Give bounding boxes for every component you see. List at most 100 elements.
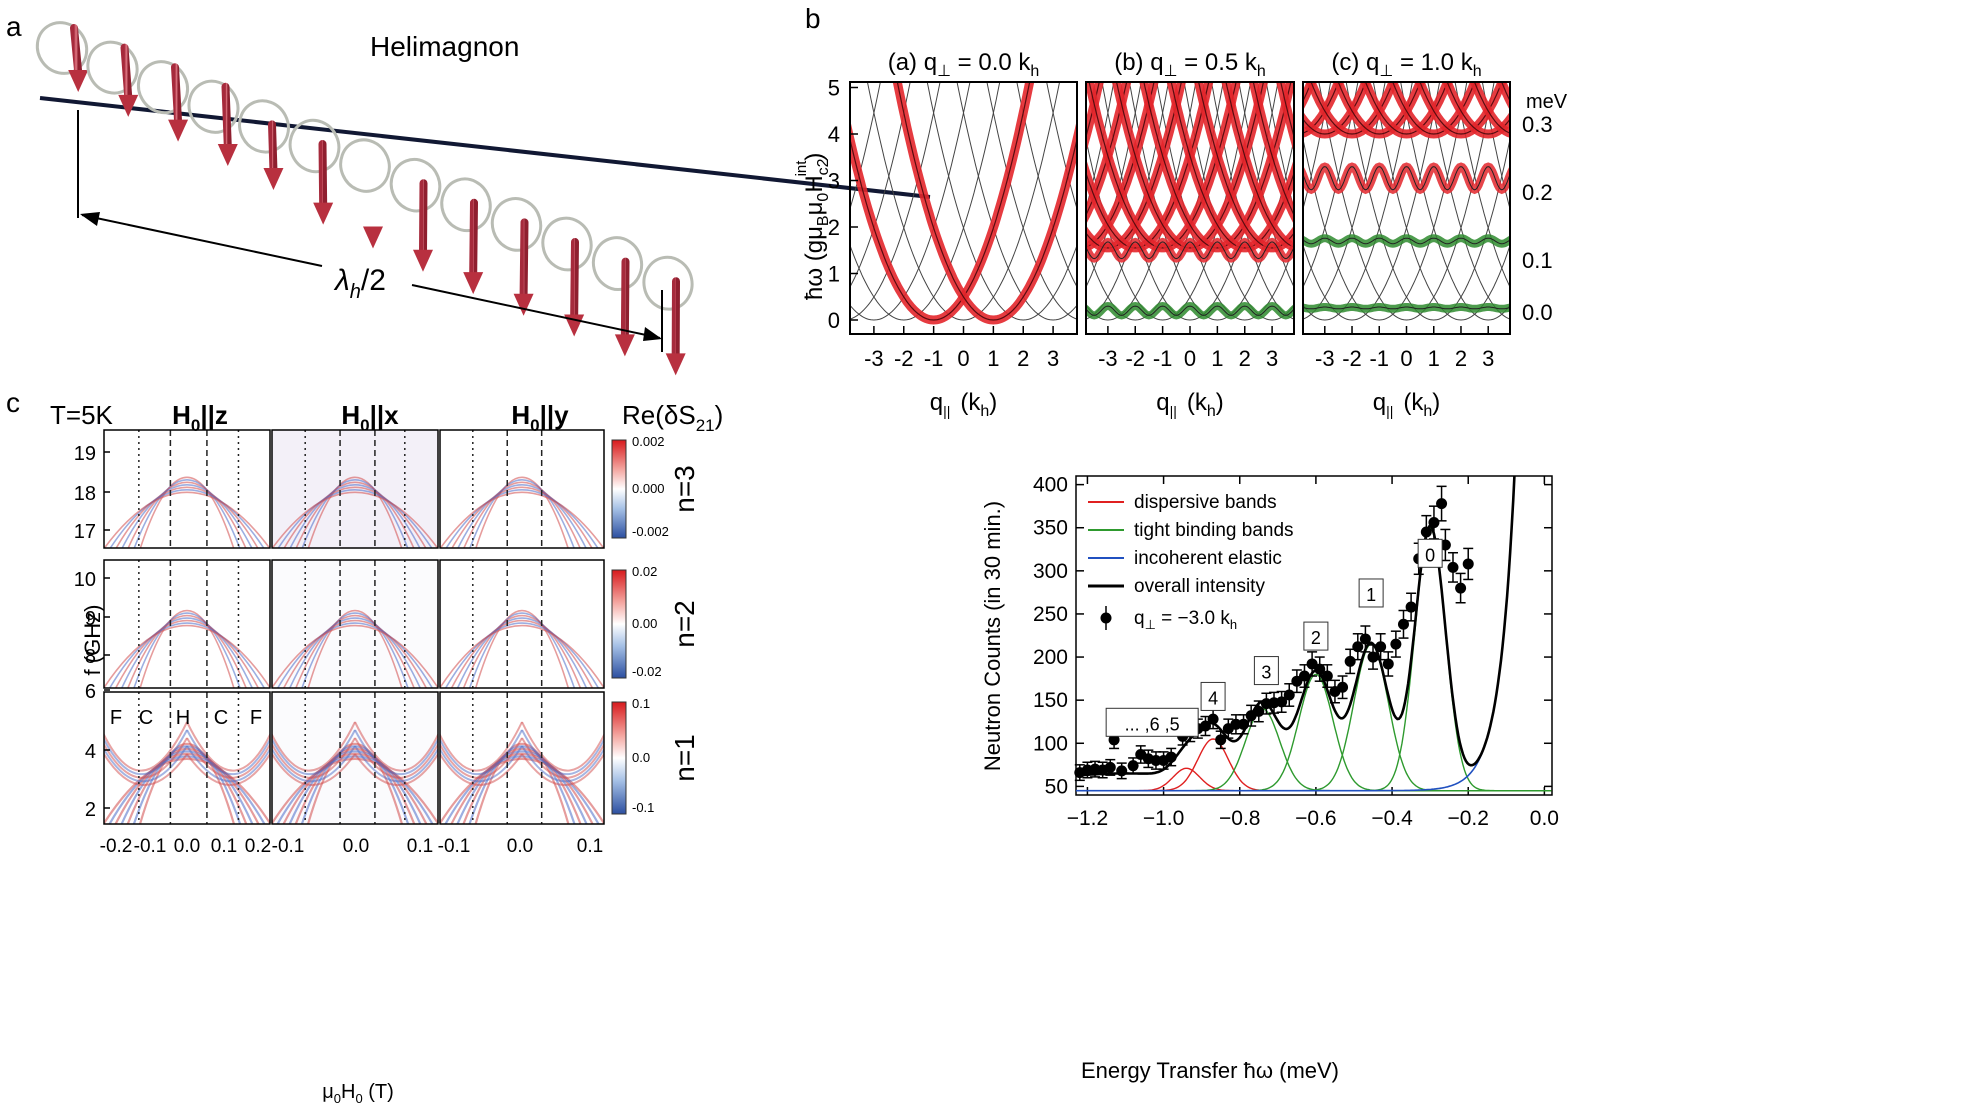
x-tick-label: 0.0 xyxy=(1530,807,1559,830)
data-point xyxy=(1352,641,1364,653)
heatmap-cell xyxy=(439,429,605,549)
red-band-core xyxy=(1310,82,1394,135)
phase-label: C xyxy=(139,707,153,729)
col23-x-tick: -0.1 xyxy=(272,836,305,857)
data-point xyxy=(1298,670,1310,682)
spin-shaft xyxy=(469,198,478,279)
col-main: H xyxy=(172,400,191,430)
helix-axis xyxy=(39,96,931,199)
xl-sub: || xyxy=(1386,403,1393,419)
peak-label: 2 xyxy=(1311,628,1321,648)
heatmap-cell xyxy=(439,559,605,689)
column-title: H0||y xyxy=(511,400,569,435)
data-point xyxy=(1207,713,1219,725)
thin-band xyxy=(1101,82,1279,321)
colorbar-tick: 0.00 xyxy=(632,616,657,631)
title-tail: = 0.5 k xyxy=(1178,49,1258,76)
heatmap-arch xyxy=(457,484,587,548)
heatmap-arch xyxy=(450,620,594,688)
heatmap-arch xyxy=(272,491,438,548)
spin-ring xyxy=(642,255,694,311)
spin-head xyxy=(412,249,433,272)
heatmap-arch xyxy=(272,625,438,688)
heatmap-lines xyxy=(440,721,604,824)
thin-band xyxy=(1303,82,1359,288)
red-band xyxy=(1298,0,1516,42)
heatmap-bg xyxy=(272,560,438,688)
peak-label: 1 xyxy=(1366,585,1376,605)
heatmap-lines xyxy=(272,430,438,548)
data-point xyxy=(1276,696,1288,708)
wavelength-arrow-left xyxy=(81,214,323,267)
colorbar-tick: -0.1 xyxy=(632,800,654,815)
chart-curves xyxy=(1076,476,1552,792)
data-point xyxy=(1127,760,1139,772)
legend-points-label: q⊥ = −3.0 kh xyxy=(1134,608,1237,632)
x-tick-label: -2 xyxy=(1125,346,1145,371)
title-k: h xyxy=(1030,63,1039,80)
subpanel-x-label: q|| (kh) xyxy=(930,389,998,420)
heatmap-arch xyxy=(456,617,588,688)
x-tick-label: -1 xyxy=(924,346,944,371)
legend-label: tight binding bands xyxy=(1134,520,1294,541)
heatmap-arch xyxy=(104,491,270,548)
right-tick-label: 0.3 xyxy=(1522,112,1553,137)
panel-c-x-label: μ0H0 (T) xyxy=(322,1081,394,1106)
data-point xyxy=(1215,734,1227,746)
red-band xyxy=(892,82,1077,325)
bands xyxy=(1086,82,1294,321)
heatmap-frame xyxy=(439,691,605,825)
heatmap-arch xyxy=(272,757,438,824)
heatmap-arch xyxy=(127,615,247,688)
heatmap-arch xyxy=(114,620,260,688)
title-main: (c) q xyxy=(1331,49,1379,76)
spin-ring xyxy=(541,216,593,272)
right-tick-label: 0.0 xyxy=(1522,300,1553,325)
spin-ring xyxy=(490,197,543,252)
spin-head xyxy=(118,94,139,117)
data-point xyxy=(1462,558,1474,570)
data-point xyxy=(1104,761,1116,773)
x-tick-label: 2 xyxy=(1017,346,1029,371)
spin-shaft xyxy=(268,120,278,175)
spin-head xyxy=(665,353,686,376)
spin-shaft xyxy=(620,257,630,341)
heatmap-arch xyxy=(108,622,266,688)
thin-band xyxy=(956,82,1077,321)
y-tick-label: 5 xyxy=(828,76,840,101)
xl-unit: (k xyxy=(1403,389,1424,416)
xl-sub: || xyxy=(943,403,950,419)
title-sub: ⊥ xyxy=(937,63,951,80)
thin-band xyxy=(986,82,1077,320)
spin-head xyxy=(217,143,238,166)
data-point xyxy=(1108,734,1120,746)
xl-unit: (k xyxy=(1187,389,1208,416)
y-tick-label: 300 xyxy=(1033,560,1068,583)
heatmap-lines xyxy=(440,476,604,548)
thin-band xyxy=(1427,82,1510,320)
data-point xyxy=(1359,633,1371,645)
heatmap-arch xyxy=(288,750,422,824)
phase-label: H xyxy=(176,707,190,729)
spin-ring xyxy=(136,60,190,115)
wavy-band-core xyxy=(1303,237,1510,245)
col23-x-tick: 0.1 xyxy=(577,836,603,857)
spin-head xyxy=(463,272,484,295)
legend-point xyxy=(1100,612,1112,624)
red-band-core xyxy=(1086,82,1182,249)
heatmap-lines xyxy=(440,610,604,688)
col1-x-tick: -0.1 xyxy=(134,836,167,857)
panel-c-y-label: f (GHz) xyxy=(80,605,105,676)
lp-tail: = −3.0 k xyxy=(1156,608,1230,629)
wavelength-label: λh/2 xyxy=(333,264,386,303)
row-y-tick: 19 xyxy=(74,443,96,465)
red-band-core xyxy=(1086,82,1128,217)
thin-band xyxy=(1345,82,1510,321)
col1-x-tick: 0.0 xyxy=(174,836,200,857)
wavelength-arrowhead-left xyxy=(80,212,100,226)
heatmap-cell xyxy=(439,691,605,825)
heatmap-cell xyxy=(103,429,271,549)
heatmap-arch xyxy=(469,479,575,548)
right-tick-label: 0.1 xyxy=(1522,248,1553,273)
xl-main: q xyxy=(930,389,943,416)
